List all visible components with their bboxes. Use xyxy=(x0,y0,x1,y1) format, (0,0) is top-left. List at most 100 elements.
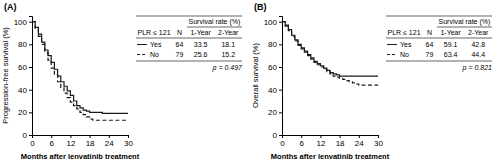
x-tick: 0 xyxy=(280,135,285,148)
tick-label: 0 xyxy=(280,139,285,148)
table-n: 64 xyxy=(176,41,184,48)
tick-label: 40 xyxy=(18,86,27,95)
x-tick: 30 xyxy=(374,135,383,148)
table-rate: 33.5 xyxy=(194,41,208,48)
y-tick: 20 xyxy=(18,108,32,117)
x-axis: 0 6 12 18 24 30 xyxy=(30,135,133,148)
y-axis-title: Progression-free survival (%) xyxy=(1,27,10,124)
tick-mark xyxy=(29,90,32,91)
legend-entry: No xyxy=(400,51,409,58)
tick-mark xyxy=(109,135,110,138)
tick-mark xyxy=(70,135,71,138)
legend-swatch xyxy=(137,54,147,55)
table-rule xyxy=(187,27,242,28)
plot-area: 0612182430020406080100 xyxy=(264,17,384,148)
plot-area: 0 6 12 18 24 30 0 20 40 60 80 100 xyxy=(14,17,134,148)
tick-label: 100 xyxy=(264,18,278,27)
table-column-header: PLR ≤ 121 xyxy=(138,29,171,36)
y-tick: 100 xyxy=(14,18,32,27)
x-tick: 18 xyxy=(336,135,345,148)
tick-mark xyxy=(128,135,129,138)
tick-mark xyxy=(90,135,91,138)
tick-label: 18 xyxy=(86,139,95,148)
curves xyxy=(282,22,378,85)
table-rule xyxy=(386,38,492,39)
y-tick: 60 xyxy=(268,63,282,72)
table-rate: 15.2 xyxy=(221,51,235,58)
tick-label: 30 xyxy=(374,139,383,148)
table-rate: 63.4 xyxy=(444,51,458,58)
y-tick: 100 xyxy=(264,18,282,27)
tick-mark xyxy=(29,67,32,68)
legend-swatch xyxy=(137,44,147,45)
x-tick: 24 xyxy=(105,135,114,148)
tick-label: 12 xyxy=(316,139,325,148)
table-column-header: N xyxy=(177,29,182,36)
table-column-header: 1-Year xyxy=(190,29,211,36)
y-tick: 0 xyxy=(23,131,32,140)
tick-label: 80 xyxy=(268,40,277,49)
tick-mark xyxy=(340,135,341,138)
x-axis: 0612182430 xyxy=(280,135,383,148)
survival-curve xyxy=(282,22,378,76)
y-tick: 60 xyxy=(18,63,32,72)
x-tick: 30 xyxy=(124,135,133,148)
table-rate: 59.1 xyxy=(444,41,458,48)
table-span-header: Survival rate (%) xyxy=(439,18,491,26)
x-tick: 18 xyxy=(86,135,95,148)
x-tick: 6 xyxy=(299,135,304,148)
tick-mark xyxy=(301,135,302,138)
tick-mark xyxy=(51,135,52,138)
tick-label: 0 xyxy=(273,131,278,140)
tick-label: 18 xyxy=(336,139,345,148)
table-rule xyxy=(386,16,492,17)
table-column-header: 2-Year xyxy=(468,29,489,36)
tick-mark xyxy=(279,135,282,136)
tick-mark xyxy=(378,135,379,138)
survival-table: Survival rate (%) PLR ≤ 121 N 1-Year 2-Year Y… xyxy=(136,16,243,72)
table-n: 79 xyxy=(426,51,434,58)
y-axis: 0 20 40 60 80 100 xyxy=(14,17,33,141)
panel: 0612182430020406080100(B)Months after le… xyxy=(251,2,492,161)
tick-label: 100 xyxy=(14,18,28,27)
table-rule xyxy=(136,61,242,62)
table-rate: 44.4 xyxy=(471,51,485,58)
x-axis-line xyxy=(283,136,379,139)
tick-mark xyxy=(320,135,321,138)
y-tick: 0 xyxy=(273,131,282,140)
table-span-header: Survival rate (%) xyxy=(189,18,241,26)
legend-swatch xyxy=(387,54,397,55)
table-rate: 25.6 xyxy=(194,51,208,58)
tick-mark xyxy=(279,90,282,91)
curves xyxy=(32,22,128,121)
table-rule xyxy=(386,61,492,62)
panel-label: (B) xyxy=(254,2,267,12)
x-tick: 12 xyxy=(316,135,325,148)
table-rule xyxy=(136,38,242,39)
y-tick: 80 xyxy=(18,40,32,49)
x-tick: 0 xyxy=(30,135,35,148)
p-value: p = 0.821 xyxy=(462,64,492,72)
tick-label: 0 xyxy=(23,131,28,140)
legend-swatch xyxy=(387,44,397,45)
panel: 0612182430020406080100(A)Months after le… xyxy=(1,2,243,161)
y-tick: 40 xyxy=(268,86,282,95)
tick-label: 30 xyxy=(124,139,133,148)
table-rate: 18.1 xyxy=(221,41,235,48)
tick-mark xyxy=(279,44,282,45)
tick-mark xyxy=(29,22,32,23)
survival-table: Survival rate (%)PLR ≤ 121N1-Year2-YearY… xyxy=(386,16,492,72)
tick-mark xyxy=(29,44,32,45)
table-n: 79 xyxy=(176,51,184,58)
table-column-header: 2-Year xyxy=(218,29,239,36)
tick-label: 60 xyxy=(268,63,277,72)
y-tick: 20 xyxy=(268,108,282,117)
tick-label: 6 xyxy=(49,139,54,148)
legend-entry: Yes xyxy=(150,41,162,48)
table-rule xyxy=(136,16,242,17)
y-axis-title: Overall survival (%) xyxy=(251,42,260,108)
survival-curve xyxy=(32,22,128,114)
tick-mark xyxy=(29,135,32,136)
tick-label: 12 xyxy=(66,139,75,148)
tick-mark xyxy=(279,22,282,23)
